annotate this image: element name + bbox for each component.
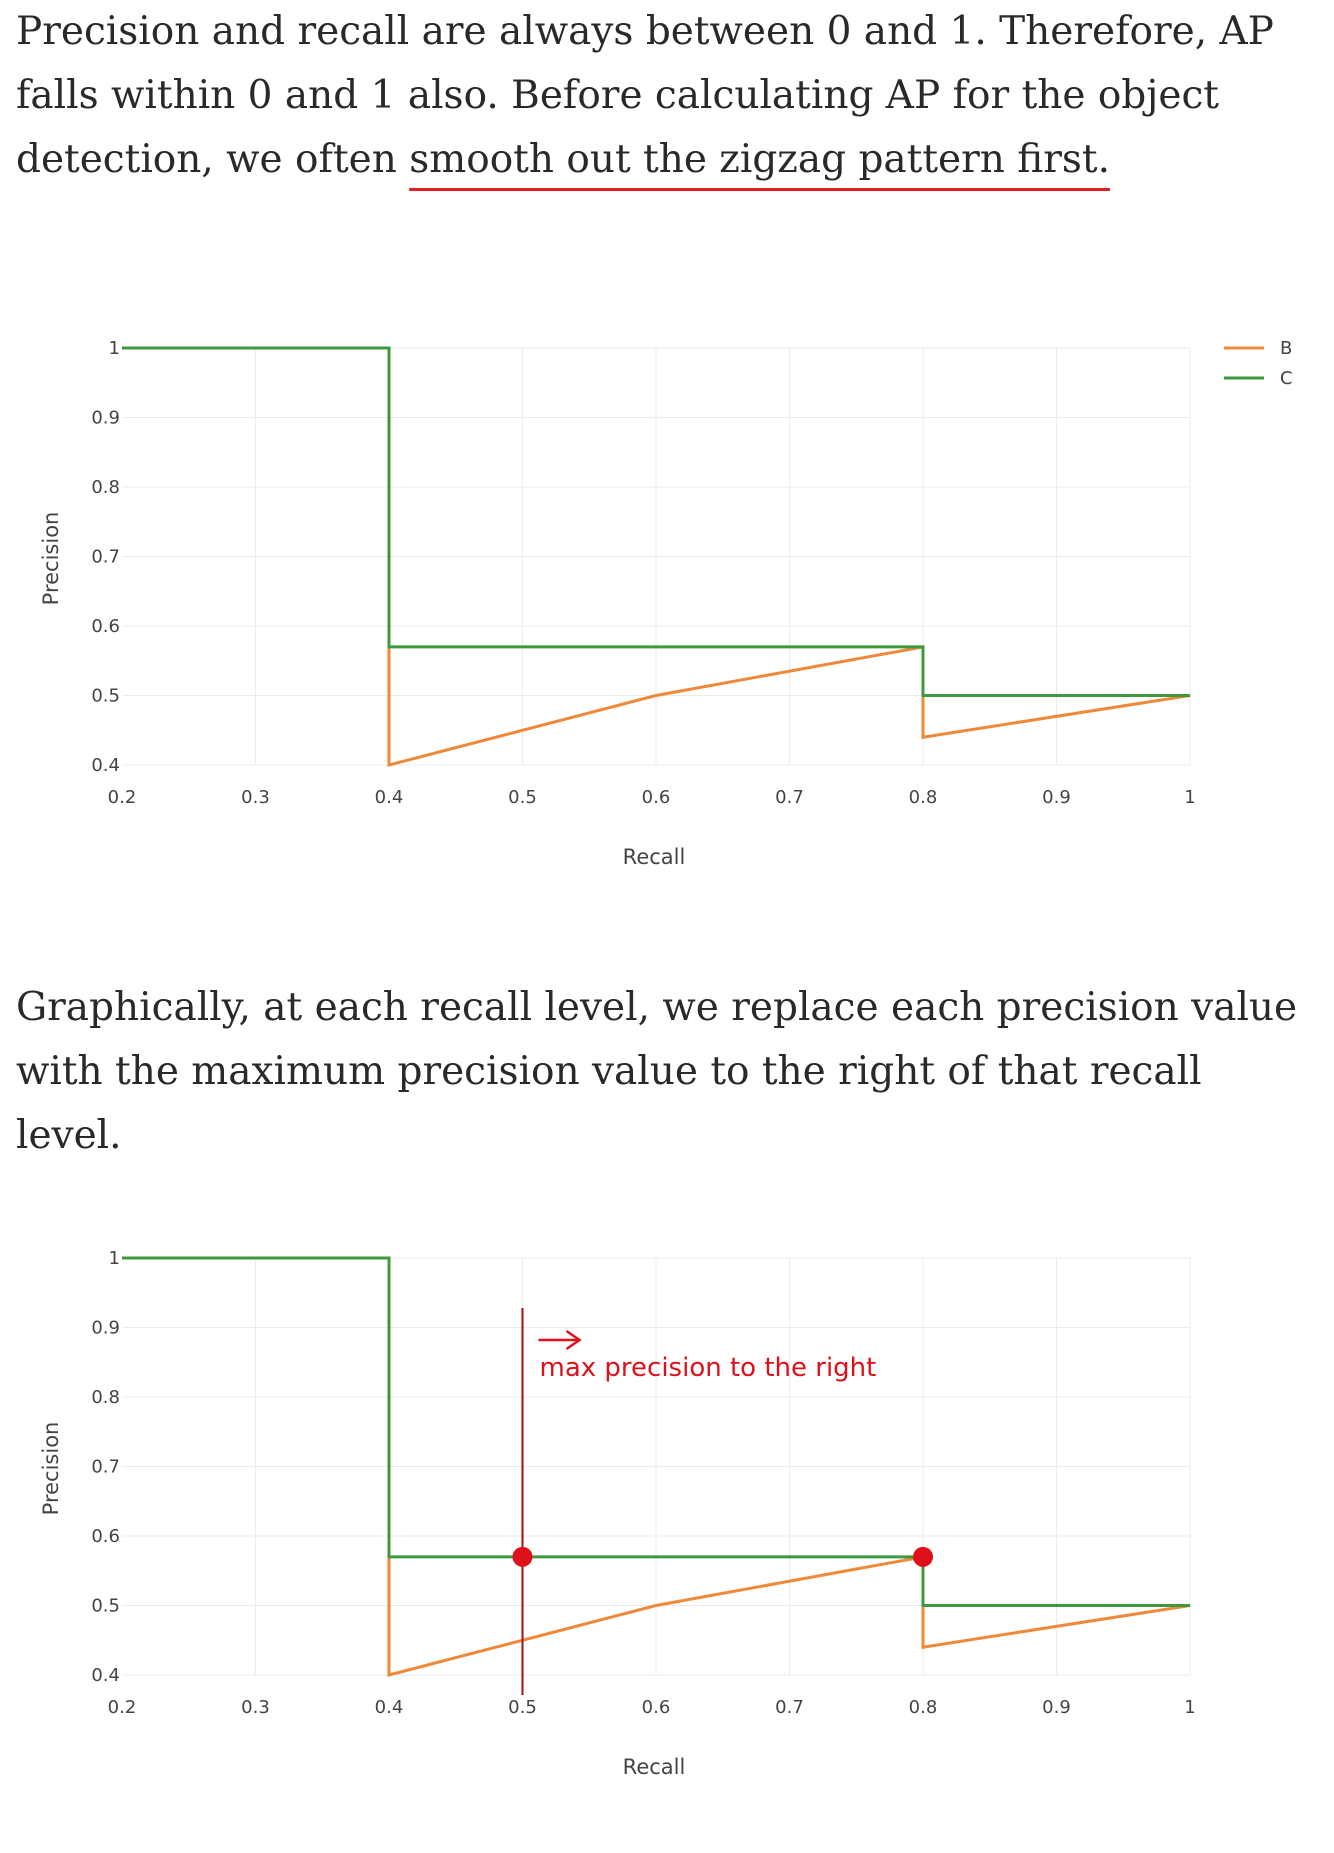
y-tick-label: 0.6	[91, 616, 120, 637]
y-axis-label: Precision	[39, 1422, 63, 1516]
x-tick-label: 0.8	[909, 1697, 938, 1718]
x-tick-label: 0.7	[775, 787, 804, 808]
y-tick-label: 0.7	[91, 547, 120, 568]
series-c-line	[122, 346, 1190, 697]
series-1-line	[122, 1256, 1190, 1607]
annotation-marker-point	[512, 1546, 533, 1567]
x-tick-label: 0.7	[775, 1697, 804, 1718]
y-tick-label: 0.4	[91, 1665, 120, 1686]
y-tick-label: 0.6	[91, 1526, 120, 1547]
x-tick-label: 0.5	[508, 1697, 537, 1718]
x-tick-label: 1	[1184, 787, 1195, 808]
grid	[122, 347, 1191, 766]
y-tick-label: 0.9	[91, 1318, 120, 1339]
y-tick-label: 0.4	[91, 755, 120, 776]
x-tick-label: 0.4	[375, 1697, 404, 1718]
paragraph-intro: Precision and recall are always between …	[16, 0, 1316, 192]
y-tick-label: 1	[109, 338, 120, 359]
x-tick-label: 0.5	[508, 787, 537, 808]
grid	[122, 1257, 1191, 1676]
y-tick-label: 0.5	[91, 686, 120, 707]
x-tick-label: 0.6	[642, 1697, 671, 1718]
x-tick-label: 0.4	[375, 787, 404, 808]
x-tick-label: 0.8	[909, 787, 938, 808]
x-axis-label: Recall	[623, 1755, 686, 1779]
y-tick-label: 0.8	[91, 1387, 120, 1408]
precision-recall-chart-1: 0.2 0.3 0.4 0.5 0.6 0.7 0.8 0.9 1 0.4 0.5 0.6 0.7 0.8…	[39, 338, 1293, 869]
annotation-label: max precision to the right	[540, 1353, 877, 1383]
y-tick-label: 1	[109, 1248, 120, 1269]
y-axis-label: Precision	[39, 512, 63, 606]
annotation-marker-point	[913, 1546, 933, 1567]
x-tick-label: 1	[1184, 1697, 1195, 1718]
underlined-phrase: smooth out the zigzag pattern first.	[409, 137, 1110, 182]
x-axis-label: Recall	[623, 845, 686, 869]
arrow-right-icon-head	[565, 1329, 582, 1351]
y-tick-label: 0.9	[91, 408, 120, 429]
y-tick-label: 0.8	[91, 477, 120, 498]
x-tick-label: 0.3	[241, 787, 270, 808]
paragraph-intro-text: Precision and recall are always between …	[16, 9, 1274, 182]
x-tick-label: 0.9	[1042, 1697, 1071, 1718]
y-tick-label: 0.7	[91, 1457, 120, 1478]
x-tick-label: 0.2	[108, 787, 137, 808]
y-tick-label: 0.5	[91, 1596, 120, 1617]
precision-recall-chart-2-smoothed: 0.2 0.3 0.4 0.5 0.6 0.7 0.8 0.9 1 0.4 0.5 0.6 0.7 0.8…	[39, 1248, 1196, 1779]
x-tick-label: 0.3	[241, 1697, 270, 1718]
x-tick-label: 0.6	[642, 787, 671, 808]
paragraph-graphically: Graphically, at each recall level, we re…	[16, 985, 1298, 1158]
x-tick-label: 0.9	[1042, 787, 1071, 808]
legend-label-b: B	[1280, 338, 1292, 359]
x-tick-label: 0.2	[108, 1697, 137, 1718]
legend-label-c: C	[1280, 368, 1293, 389]
